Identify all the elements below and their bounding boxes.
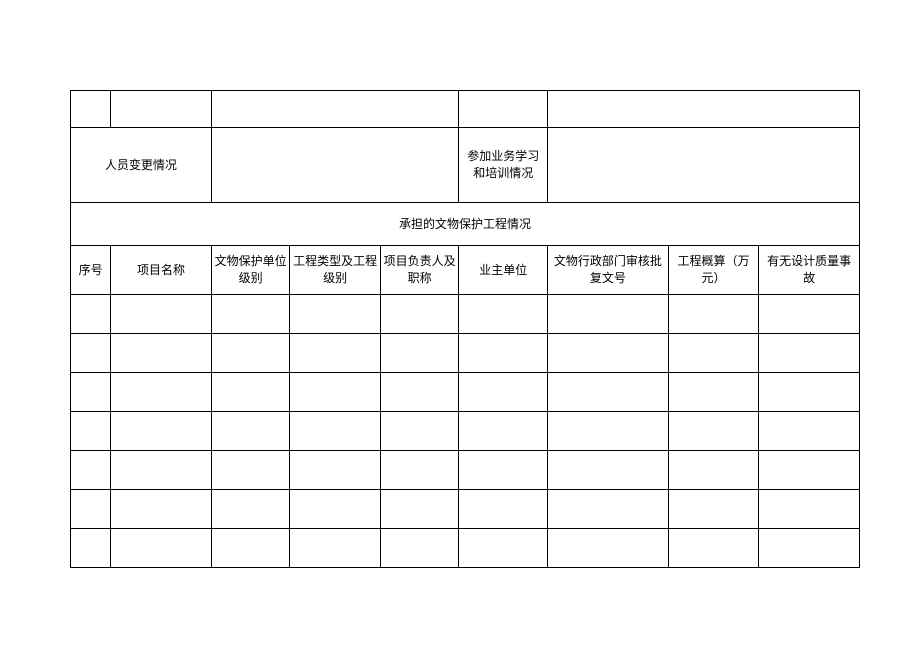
cell xyxy=(290,529,381,568)
cell xyxy=(459,490,548,529)
cell xyxy=(290,373,381,412)
cell xyxy=(71,490,111,529)
cell xyxy=(111,490,212,529)
personnel-change-value xyxy=(211,128,459,203)
cell xyxy=(380,451,459,490)
form-table: 人员变更情况 参加业务学习和培训情况 承担的文物保护工程情况 序号 项目名称 文… xyxy=(70,90,860,568)
col-header-project-name: 项目名称 xyxy=(111,246,212,295)
cell xyxy=(290,451,381,490)
cell xyxy=(759,334,860,373)
cell xyxy=(547,373,668,412)
cell xyxy=(459,295,548,334)
personnel-change-label: 人员变更情况 xyxy=(71,128,212,203)
cell xyxy=(111,373,212,412)
table-row xyxy=(71,373,860,412)
cell xyxy=(459,451,548,490)
cell xyxy=(547,451,668,490)
cell xyxy=(759,373,860,412)
cell xyxy=(547,490,668,529)
table-row xyxy=(71,451,860,490)
cell xyxy=(380,412,459,451)
cell xyxy=(71,295,111,334)
cell xyxy=(759,490,860,529)
cell xyxy=(211,295,289,334)
cell xyxy=(111,529,212,568)
col-header-budget: 工程概算（万元） xyxy=(668,246,759,295)
cell xyxy=(459,412,548,451)
table-row xyxy=(71,412,860,451)
page-container: 人员变更情况 参加业务学习和培训情况 承担的文物保护工程情况 序号 项目名称 文… xyxy=(0,0,920,628)
training-label: 参加业务学习和培训情况 xyxy=(459,128,548,203)
cell xyxy=(111,334,212,373)
cell xyxy=(211,373,289,412)
cell xyxy=(547,529,668,568)
cell xyxy=(668,412,759,451)
col-header-approval: 文物行政部门审核批复文号 xyxy=(547,246,668,295)
table-row xyxy=(71,490,860,529)
cell xyxy=(759,295,860,334)
cell xyxy=(71,412,111,451)
cell xyxy=(290,490,381,529)
cell xyxy=(459,334,548,373)
training-value xyxy=(547,128,859,203)
col-header-unit-level: 文物保护单位级别 xyxy=(211,246,289,295)
cell xyxy=(290,412,381,451)
cell xyxy=(668,295,759,334)
cell xyxy=(547,334,668,373)
col-header-project-type: 工程类型及工程级别 xyxy=(290,246,381,295)
cell xyxy=(290,334,381,373)
cell xyxy=(211,334,289,373)
cell xyxy=(380,334,459,373)
cell xyxy=(380,373,459,412)
cell xyxy=(211,412,289,451)
top-cell-4 xyxy=(459,91,548,128)
col-header-quality: 有无设计质量事故 xyxy=(759,246,860,295)
column-header-row: 序号 项目名称 文物保护单位级别 工程类型及工程级别 项目负责人及职称 业主单位… xyxy=(71,246,860,295)
col-header-owner: 业主单位 xyxy=(459,246,548,295)
cell xyxy=(668,529,759,568)
cell xyxy=(459,373,548,412)
cell xyxy=(668,334,759,373)
cell xyxy=(668,373,759,412)
cell xyxy=(547,412,668,451)
cell xyxy=(71,334,111,373)
top-cell-3 xyxy=(211,91,459,128)
top-empty-row xyxy=(71,91,860,128)
cell xyxy=(111,295,212,334)
cell xyxy=(380,529,459,568)
section-title: 承担的文物保护工程情况 xyxy=(71,203,860,246)
cell xyxy=(759,529,860,568)
cell xyxy=(380,490,459,529)
top-cell-1 xyxy=(71,91,111,128)
cell xyxy=(211,529,289,568)
cell xyxy=(211,451,289,490)
cell xyxy=(459,529,548,568)
top-cell-5 xyxy=(547,91,859,128)
cell xyxy=(759,451,860,490)
info-row: 人员变更情况 参加业务学习和培训情况 xyxy=(71,128,860,203)
top-cell-2 xyxy=(111,91,212,128)
table-row xyxy=(71,334,860,373)
cell xyxy=(211,490,289,529)
cell xyxy=(71,373,111,412)
cell xyxy=(668,490,759,529)
section-header-row: 承担的文物保护工程情况 xyxy=(71,203,860,246)
cell xyxy=(111,412,212,451)
col-header-index: 序号 xyxy=(71,246,111,295)
col-header-responsible: 项目负责人及职称 xyxy=(380,246,459,295)
cell xyxy=(759,412,860,451)
table-row xyxy=(71,295,860,334)
table-row xyxy=(71,529,860,568)
cell xyxy=(290,295,381,334)
cell xyxy=(71,451,111,490)
cell xyxy=(380,295,459,334)
cell xyxy=(71,529,111,568)
cell xyxy=(547,295,668,334)
cell xyxy=(668,451,759,490)
cell xyxy=(111,451,212,490)
